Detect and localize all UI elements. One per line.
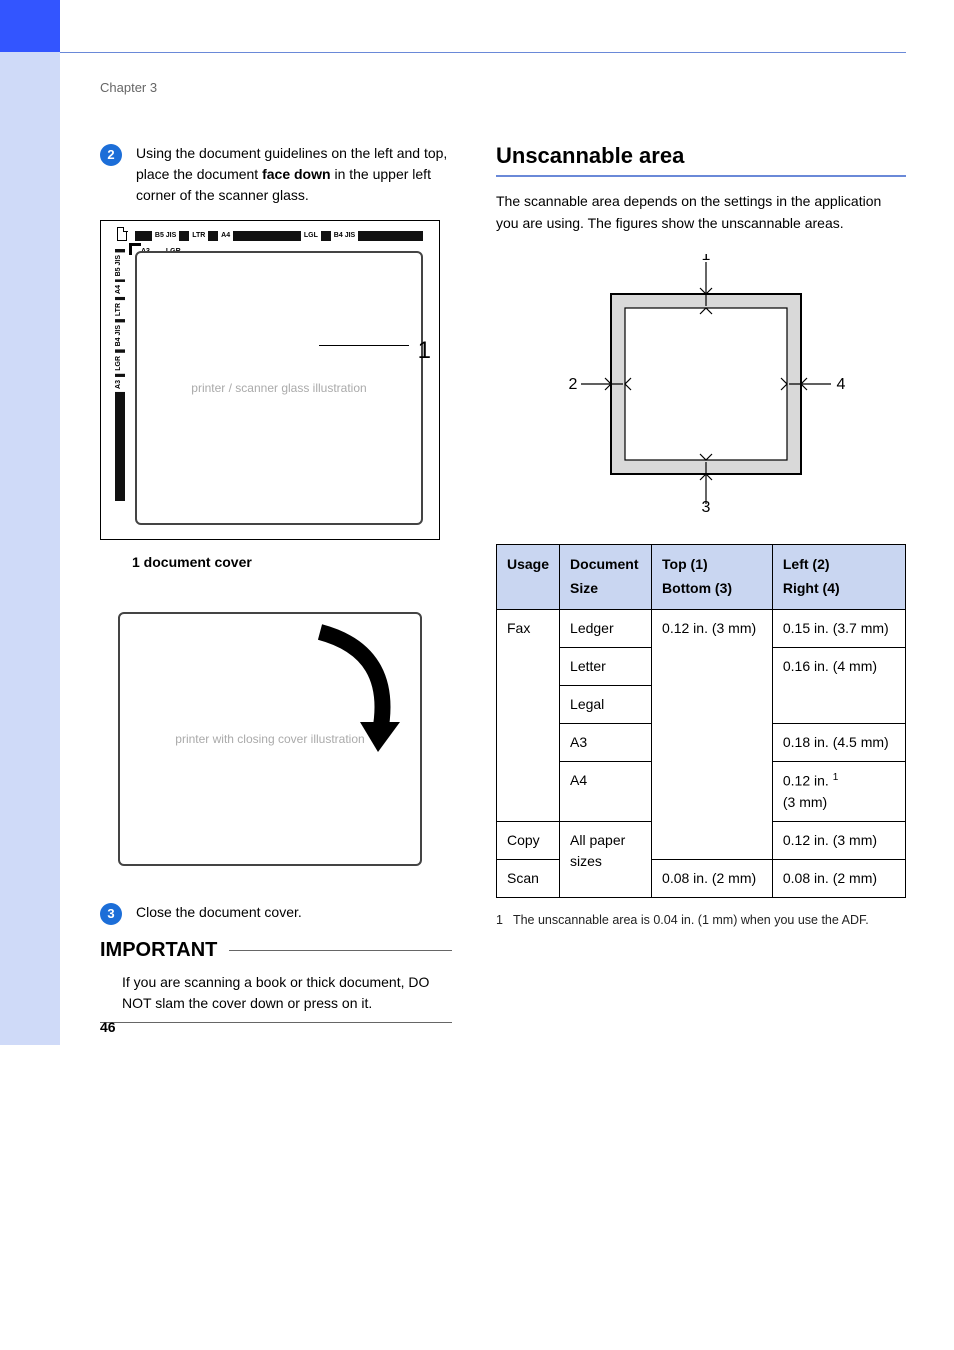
th-topbottom: Top (1) Bottom (3)	[652, 545, 773, 610]
cell-size: A3	[560, 723, 652, 761]
footnote-num: 1	[496, 912, 503, 930]
cell-lr: 0.12 in. (3 mm)	[772, 821, 905, 859]
cell-size: Legal	[560, 685, 652, 723]
step-3: 3 Close the document cover.	[100, 902, 452, 925]
chapter-label: Chapter 3	[100, 80, 906, 95]
table-row: Scan 0.08 in. (2 mm) 0.08 in. (2 mm)	[497, 859, 906, 897]
step-2-bold: face down	[262, 166, 330, 182]
th-leftright: Left (2) Right (4)	[772, 545, 905, 610]
footnote: 1 The unscannable area is 0.04 in. (1 mm…	[496, 912, 906, 930]
ruler-left: B5 JIS A4 LTR B4 JIS LGR A3	[115, 249, 125, 501]
cell-lr: 0.18 in. (4.5 mm)	[772, 723, 905, 761]
ruler-left-seg: LTR	[115, 300, 125, 319]
cell-lr: 0.15 in. (3.7 mm)	[772, 609, 905, 647]
th-right: Right (4)	[783, 580, 840, 596]
ruler-left-seg: LGR	[115, 353, 125, 374]
callout-number-1: 1	[418, 337, 431, 365]
diagram-label-1: 1	[702, 254, 711, 264]
ruler-left-seg: A4	[115, 282, 125, 297]
cell-tb: 0.08 in. (2 mm)	[652, 859, 773, 897]
diagram-label-4: 4	[837, 376, 846, 393]
section-intro: The scannable area depends on the settin…	[496, 191, 906, 234]
diagram-label-2: 2	[569, 376, 578, 393]
cell-tb: 0.12 in. (3 mm)	[652, 609, 773, 859]
diagram-label-3: 3	[702, 499, 711, 514]
page-content: Chapter 3 2 Using the document guideline…	[0, 0, 954, 1063]
cell-usage-scan: Scan	[497, 859, 560, 897]
ruler-top-seg: LTR	[189, 231, 208, 241]
important-rule	[229, 950, 452, 951]
footnote-ref: 1	[833, 772, 839, 783]
th-bottom: Bottom (3)	[662, 580, 732, 596]
step-3-text: Close the document cover.	[136, 902, 452, 925]
cell-usage-fax: Fax	[497, 609, 560, 821]
step-2-badge: 2	[100, 144, 122, 166]
important-text: If you are scanning a book or thick docu…	[122, 972, 452, 1014]
callout-line	[319, 345, 409, 346]
cell-size: All paper sizes	[560, 821, 652, 897]
closing-arrow-icon	[300, 622, 410, 752]
th-left: Left (2)	[783, 556, 830, 572]
diagram-closing-cover: printer with closing cover illustration	[100, 592, 440, 882]
cell-lr: 0.16 in. (4 mm)	[772, 647, 905, 723]
left-column: 2 Using the document guidelines on the l…	[100, 143, 452, 1023]
ruler-top-seg: B5 JIS	[152, 231, 179, 241]
ruler-top-seg: B4 JIS	[331, 231, 358, 241]
cell-usage-copy: Copy	[497, 821, 560, 859]
important-heading-row: IMPORTANT	[100, 939, 452, 962]
th-top: Top (1)	[662, 556, 708, 572]
ruler-top-seg: A4	[218, 231, 233, 241]
important-heading: IMPORTANT	[100, 939, 217, 962]
ruler-top: B5 JIS LTR A4 LGL B4 JIS A3 LGR	[135, 231, 423, 241]
important-end-rule	[100, 1022, 452, 1023]
cell-size: Ledger	[560, 609, 652, 647]
section-rule	[496, 175, 906, 177]
cell-lr: 0.12 in. 1(3 mm)	[772, 761, 905, 821]
step-2: 2 Using the document guidelines on the l…	[100, 143, 452, 206]
ruler-left-seg: B4 JIS	[115, 322, 125, 349]
th-docsize: Document Size	[560, 545, 652, 610]
unscannable-area-diagram: 1 3 2 4	[551, 254, 851, 514]
right-column: Unscannable area The scannable area depe…	[496, 143, 906, 1023]
footnote-text: The unscannable area is 0.04 in. (1 mm) …	[513, 912, 869, 930]
page-number: 46	[100, 1019, 116, 1035]
ruler-top-seg: LGL	[301, 231, 321, 241]
ruler-left-seg: A3	[115, 377, 125, 392]
item-1-label: 1 document cover	[132, 554, 452, 570]
document-icon	[117, 227, 127, 241]
th-usage: Usage	[497, 545, 560, 610]
diagram-scanner-glass: B5 JIS LTR A4 LGL B4 JIS A3 LGR B5 JIS A…	[100, 220, 440, 540]
table-row: Fax Ledger 0.12 in. (3 mm) 0.15 in. (3.7…	[497, 609, 906, 647]
step-3-badge: 3	[100, 903, 122, 925]
step-2-text: Using the document guidelines on the lef…	[136, 143, 452, 206]
cell-size: Letter	[560, 647, 652, 685]
unscannable-area-table: Usage Document Size Top (1) Bottom (3) L…	[496, 544, 906, 897]
section-heading: Unscannable area	[496, 143, 906, 169]
cell-lr: 0.08 in. (2 mm)	[772, 859, 905, 897]
cell-size: A4	[560, 761, 652, 821]
printer-illustration-placeholder: printer / scanner glass illustration	[135, 251, 423, 525]
ruler-left-seg: B5 JIS	[115, 252, 125, 279]
